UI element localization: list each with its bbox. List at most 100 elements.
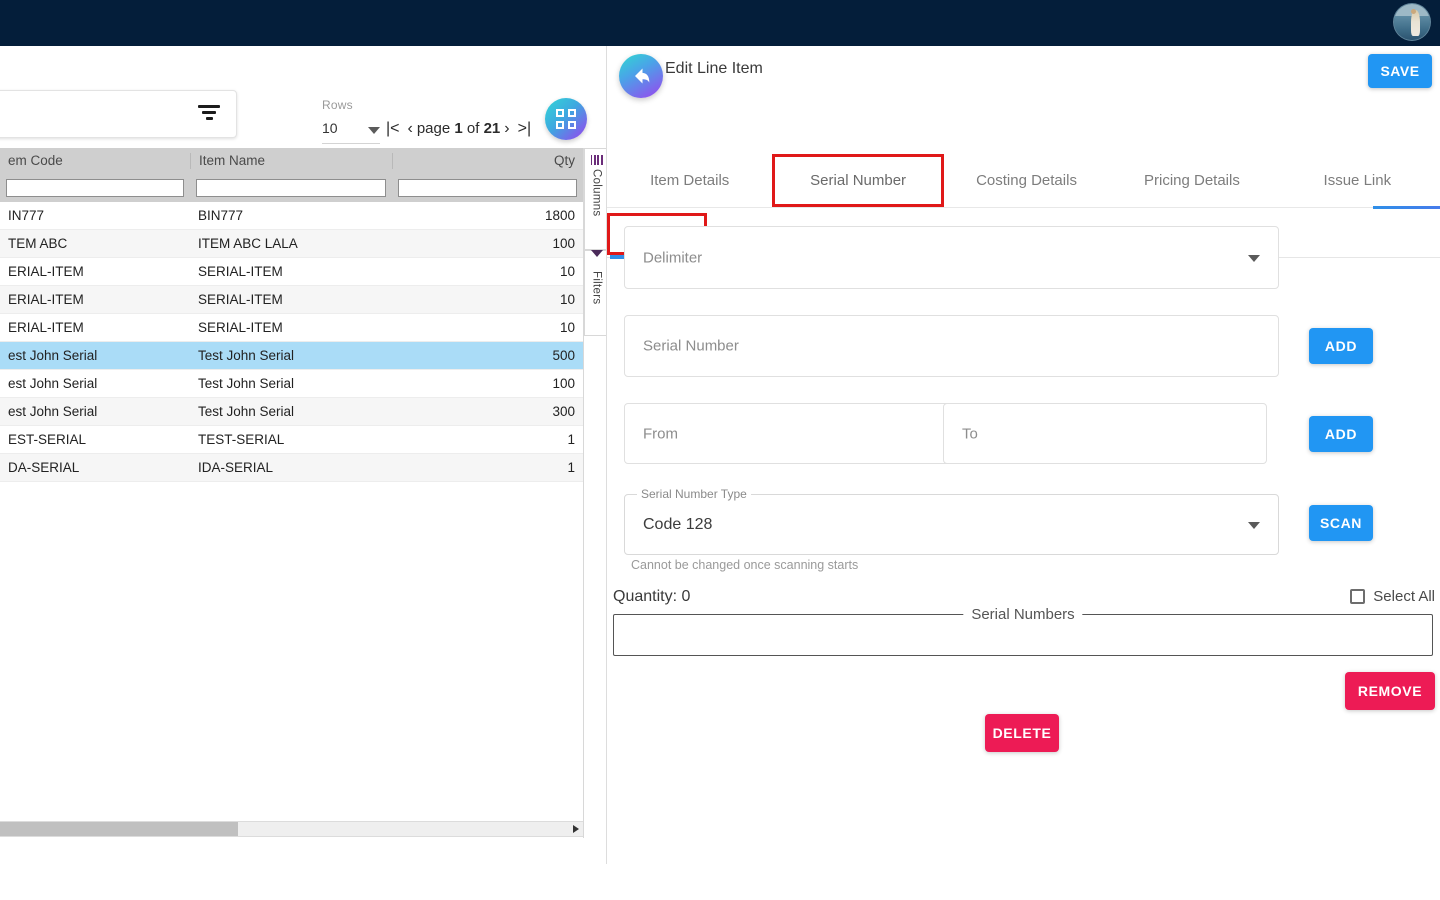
cell-item-code: TEM ABC — [8, 236, 68, 251]
scrollbar-thumb[interactable] — [0, 822, 238, 836]
first-page-button[interactable]: |< — [386, 120, 400, 137]
grid-filter-row — [0, 174, 583, 202]
active-tab-underline — [1373, 206, 1440, 209]
of-word: of — [466, 120, 480, 137]
table-row[interactable]: est John Serial Test John Serial 500 — [0, 342, 583, 370]
pagination-toolbar: Rows 10 |< ‹ page 1 of 21 › >| — [322, 94, 588, 144]
cell-item-code: DA-SERIAL — [8, 460, 80, 475]
cell-item-name: SERIAL-ITEM — [198, 264, 283, 279]
cell-item-name: Test John Serial — [198, 348, 295, 363]
column-header-qty[interactable]: Qty — [392, 153, 583, 169]
serial-number-type-value: Code 128 — [643, 515, 713, 533]
tab-pricing-details[interactable]: Pricing Details — [1143, 172, 1240, 189]
serial-numbers-list[interactable]: Serial Numbers — [613, 606, 1433, 656]
table-row[interactable]: IN777 BIN777 1800 — [0, 202, 583, 230]
table-row[interactable]: ERIAL-ITEM SERIAL-ITEM 10 — [0, 314, 583, 342]
cell-item-name: IDA-SERIAL — [198, 460, 274, 475]
avatar[interactable] — [1393, 3, 1431, 41]
cell-qty: 100 — [552, 236, 575, 251]
table-row[interactable]: EST-SERIAL TEST-SERIAL 1 — [0, 426, 583, 454]
pane-divider — [606, 46, 607, 864]
serial-numbers-legend: Serial Numbers — [963, 606, 1083, 623]
cell-qty: 10 — [559, 320, 575, 335]
cell-item-code: ERIAL-ITEM — [8, 320, 84, 335]
serial-number-type-select[interactable]: Serial Number Type Code 128 — [624, 487, 1279, 555]
cell-item-code: est John Serial — [8, 404, 98, 419]
delimiter-select[interactable]: Delimiter — [624, 226, 1279, 289]
grid-body: IN777 BIN777 1800 TEM ABC ITEM ABC LALA 100 ER… — [0, 202, 583, 482]
cell-qty: 500 — [552, 348, 575, 363]
scan-button[interactable]: SCAN — [1309, 505, 1373, 541]
next-page-button[interactable]: › — [504, 120, 510, 137]
tab-serial-number[interactable]: Serial Number — [772, 154, 944, 207]
chevron-down-icon[interactable] — [1248, 521, 1260, 529]
cell-qty: 1 — [567, 460, 575, 475]
last-page-button[interactable]: >| — [517, 120, 532, 137]
serial-number-type-label: Serial Number Type — [637, 487, 751, 501]
grid-header-row: em Code Item Name Qty — [0, 148, 583, 174]
checkbox-box-icon[interactable] — [1350, 589, 1366, 604]
serial-number-input[interactable]: Serial Number — [624, 315, 1279, 377]
filter-input-item-name[interactable] — [196, 179, 386, 197]
back-arrow-icon[interactable] — [619, 54, 663, 98]
columns-icon — [590, 155, 603, 165]
cell-item-name: TEST-SERIAL — [198, 432, 285, 447]
quantity-label: Quantity: 0 — [613, 588, 691, 605]
table-row[interactable]: est John Serial Test John Serial 300 — [0, 398, 583, 426]
scroll-right-arrow-icon[interactable] — [573, 825, 579, 833]
cell-item-name: BIN777 — [198, 208, 244, 223]
column-header-item-name[interactable]: Item Name — [190, 153, 392, 169]
cell-item-code: est John Serial — [8, 376, 98, 391]
tab-item-details[interactable]: Item Details — [650, 172, 730, 189]
tab-issue-link[interactable]: Issue Link — [1323, 172, 1392, 189]
table-row[interactable]: ERIAL-ITEM SERIAL-ITEM 10 — [0, 286, 583, 314]
page-title: Edit Line Item — [665, 60, 763, 77]
column-header-item-code[interactable]: em Code — [8, 153, 63, 168]
cell-item-name: SERIAL-ITEM — [198, 320, 283, 335]
to-placeholder: To — [962, 425, 978, 442]
serial-number-type-hint: Cannot be changed once scanning starts — [631, 558, 859, 572]
funnel-icon — [590, 250, 603, 274]
filter-input-item-code[interactable] — [6, 179, 184, 197]
cell-qty: 1 — [567, 432, 575, 447]
range-to-input[interactable]: To — [943, 403, 1267, 464]
add-range-button[interactable]: ADD — [1309, 416, 1373, 452]
rows-label: Rows — [322, 98, 353, 112]
search-filter-box[interactable] — [0, 90, 237, 138]
cell-item-code: ERIAL-ITEM — [8, 264, 84, 279]
cell-qty: 10 — [559, 292, 575, 307]
edit-line-item-panel: Edit Line Item SAVE Item Details Serial … — [607, 46, 1440, 900]
remove-button[interactable]: REMOVE — [1345, 672, 1435, 710]
page-indicator: page 1 of 21 — [417, 120, 500, 140]
cell-item-name: Test John Serial — [198, 404, 295, 419]
cell-item-name: ITEM ABC LALA — [198, 236, 298, 251]
cell-item-name: SERIAL-ITEM — [198, 292, 283, 307]
filter-input-qty[interactable] — [398, 179, 577, 197]
horizontal-scrollbar[interactable] — [0, 821, 583, 837]
filter-icon[interactable] — [198, 105, 220, 123]
table-row[interactable]: est John Serial Test John Serial 100 — [0, 370, 583, 398]
rows-value: 10 — [322, 120, 338, 136]
sidebar-item-filters-label: Filters — [590, 271, 603, 305]
save-button[interactable]: SAVE — [1368, 54, 1432, 88]
grid-view-icon[interactable] — [545, 98, 588, 140]
select-all-checkbox[interactable]: Select All — [1350, 588, 1435, 605]
cell-qty: 1800 — [544, 208, 575, 223]
add-serial-button[interactable]: ADD — [1309, 328, 1373, 364]
serial-number-placeholder: Serial Number — [643, 337, 739, 355]
grid-side-tool-tabs: Columns Filters — [584, 148, 607, 336]
table-row[interactable]: TEM ABC ITEM ABC LALA 100 — [0, 230, 583, 258]
table-row[interactable]: DA-SERIAL IDA-SERIAL 1 — [0, 454, 583, 482]
tab-costing-details[interactable]: Costing Details — [976, 172, 1077, 189]
table-row[interactable]: ERIAL-ITEM SERIAL-ITEM 10 — [0, 258, 583, 286]
range-from-input[interactable]: From — [624, 403, 951, 464]
rows-per-page-select[interactable]: Rows 10 — [322, 98, 382, 144]
total-pages: 21 — [483, 120, 501, 137]
delete-button[interactable]: DELETE — [985, 714, 1059, 752]
chevron-down-icon[interactable] — [1248, 254, 1260, 262]
data-grid: em Code Item Name Qty IN777 BIN777 1800 TEM… — [0, 148, 583, 482]
chevron-down-icon[interactable] — [368, 127, 380, 134]
prev-page-button[interactable]: ‹ — [407, 120, 413, 137]
sidebar-item-filters[interactable]: Filters — [585, 250, 607, 336]
sidebar-item-columns[interactable]: Columns — [585, 148, 607, 250]
